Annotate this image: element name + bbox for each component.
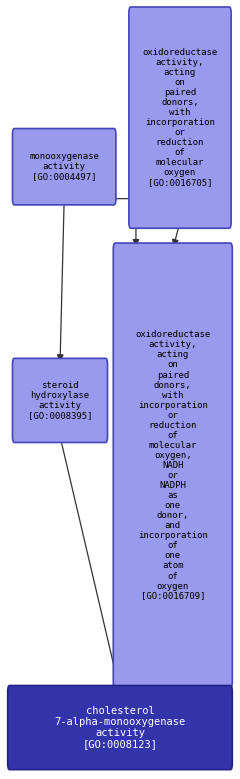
FancyBboxPatch shape — [113, 243, 232, 688]
Text: steroid
hydroxylase
activity
[GO:0008395]: steroid hydroxylase activity [GO:0008395… — [28, 381, 92, 420]
Text: oxidoreductase
activity,
acting
on
paired
donors,
with
incorporation
or
reductio: oxidoreductase activity, acting on paire… — [135, 330, 210, 601]
Text: monooxygenase
activity
[GO:0004497]: monooxygenase activity [GO:0004497] — [29, 152, 99, 182]
FancyBboxPatch shape — [12, 358, 108, 442]
Text: oxidoreductase
activity,
acting
on
paired
donors,
with
incorporation
or
reductio: oxidoreductase activity, acting on paire… — [142, 48, 218, 188]
FancyBboxPatch shape — [8, 686, 232, 770]
Text: cholesterol
7-alpha-monooxygenase
activity
[GO:0008123]: cholesterol 7-alpha-monooxygenase activi… — [54, 706, 186, 749]
FancyBboxPatch shape — [129, 7, 231, 228]
FancyBboxPatch shape — [12, 129, 116, 205]
